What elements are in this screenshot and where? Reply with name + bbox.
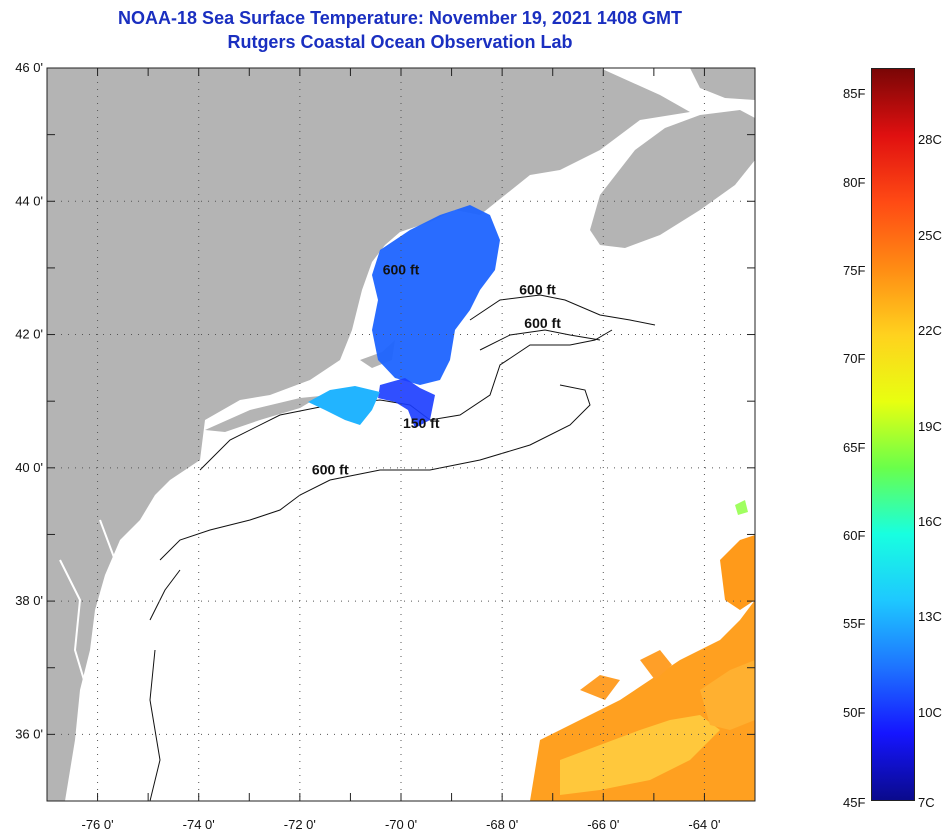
map-subtitle: Rutgers Coastal Ocean Observation Lab [227, 32, 573, 52]
colorbar-c-label: 13C [918, 609, 942, 625]
colorbar-c-label: 19C [918, 418, 942, 434]
lon-tick-label: -64 0' [688, 817, 720, 832]
lon-tick-label: -76 0' [82, 817, 114, 832]
temperature-colorbar [871, 68, 915, 801]
land-long-island [205, 396, 320, 432]
contour-600ft [159, 384, 591, 561]
lat-tick-label: 40 0' [15, 460, 43, 475]
lon-tick-label: -70 0' [385, 817, 417, 832]
contour-label: 600 ft [312, 461, 349, 477]
colorbar-f-label: 80F [843, 174, 866, 190]
colorbar-c-label: 10C [918, 704, 942, 720]
colorbar-c-label: 22C [918, 323, 942, 339]
contour-label: 600 ft [519, 282, 556, 298]
contour-label: 150 ft [403, 415, 440, 431]
sst-patch-gulf-stream [530, 500, 755, 801]
lon-tick-label: -66 0' [587, 817, 619, 832]
colorbar-f-label: 50F [843, 704, 866, 720]
lat-tick-label: 36 0' [15, 726, 43, 741]
colorbar-f-label: 75F [843, 263, 866, 279]
land-cape-breton [690, 68, 755, 100]
contour-gulf-of-maine [469, 294, 656, 326]
contour-label: 600 ft [383, 262, 420, 278]
lat-tick-label: 38 0' [15, 593, 43, 608]
map-title: NOAA-18 Sea Surface Temperature: Novembe… [118, 8, 682, 28]
colorbar-c-label: 25C [918, 227, 942, 243]
colorbar-c-label: 28C [918, 132, 942, 148]
colorbar-f-label: 55F [843, 616, 866, 632]
lon-tick-label: -74 0' [183, 817, 215, 832]
sst-patch-shelf [308, 386, 380, 425]
lon-tick-label: -68 0' [486, 817, 518, 832]
contour-150ft [199, 329, 613, 471]
colorbar-f-label: 45F [843, 795, 866, 810]
lat-tick-label: 46 0' [15, 60, 43, 75]
lon-tick-label: -72 0' [284, 817, 316, 832]
land-nova-scotia [590, 110, 755, 248]
contour-label: 600 ft [524, 315, 561, 331]
colorbar-c-label: 7C [918, 795, 935, 810]
colorbar-f-label: 70F [843, 351, 866, 367]
lat-tick-label: 42 0' [15, 327, 43, 342]
colorbar-f-label: 85F [843, 86, 866, 102]
sst-patch-gulf-of-maine [372, 205, 500, 385]
lat-tick-label: 44 0' [15, 193, 43, 208]
colorbar-f-label: 60F [843, 528, 866, 544]
colorbar-c-label: 16C [918, 513, 942, 529]
land-mainland [47, 68, 690, 801]
colorbar-f-label: 65F [843, 439, 866, 455]
